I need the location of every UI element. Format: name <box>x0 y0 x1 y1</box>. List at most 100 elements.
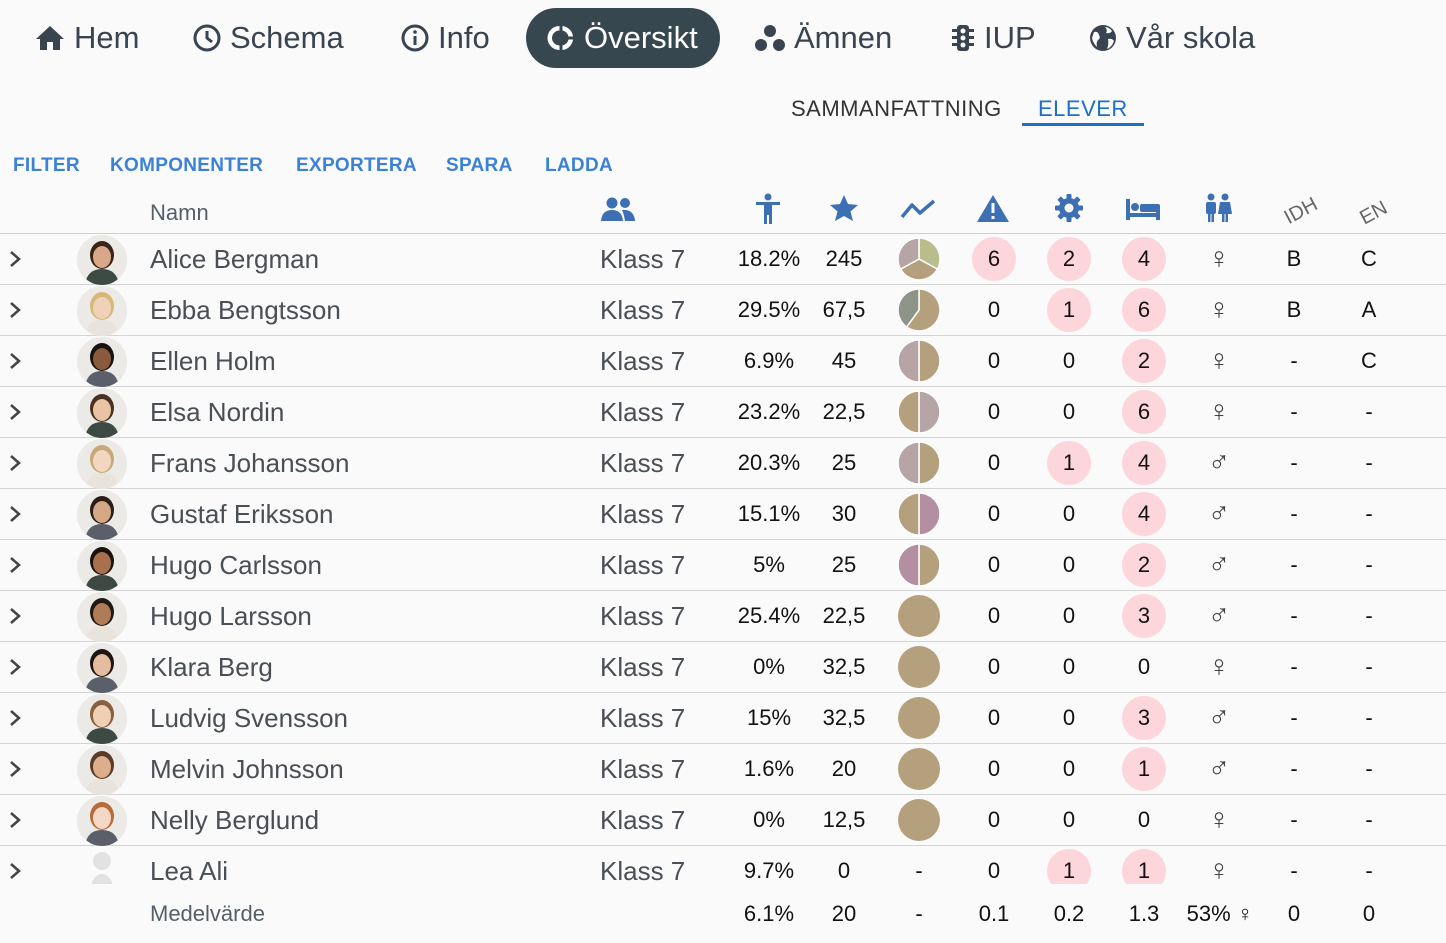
score-value: 25 <box>831 450 857 475</box>
table-row[interactable]: Gustaf Eriksson Klass 7 15.1% 30 0 0 4 ♂… <box>0 489 1446 540</box>
warning-icon[interactable] <box>976 192 1010 224</box>
warnings-cell: 0 <box>954 693 1034 743</box>
footer-bed: 1.3 <box>1128 901 1160 926</box>
avatar <box>77 286 127 336</box>
expand-chevron-icon[interactable] <box>4 795 26 845</box>
bed-badge: 4 <box>1122 441 1166 485</box>
avatar <box>77 847 127 884</box>
pie-slice <box>918 441 941 485</box>
tab-summary[interactable]: SAMMANFATTNING <box>791 96 1002 121</box>
bed-cell: 6 <box>1104 387 1184 437</box>
student-name[interactable]: Hugo Larsson <box>150 600 312 631</box>
table-row[interactable]: Ellen Holm Klass 7 6.9% 45 0 0 2 ♀ - C <box>0 336 1446 387</box>
table-row[interactable]: Hugo Carlsson Klass 7 5% 25 0 0 2 ♂ - - <box>0 540 1446 591</box>
avatar <box>77 337 127 387</box>
bed-cell: 1 <box>1104 744 1184 794</box>
nav-iup[interactable]: IUP <box>950 8 1036 68</box>
student-class: Klass 7 <box>600 600 686 631</box>
student-name[interactable]: Frans Johansson <box>150 447 350 478</box>
student-name[interactable]: Gustaf Eriksson <box>150 498 334 529</box>
nav-schedule[interactable]: Schema <box>192 8 344 68</box>
distribution-pie <box>879 744 959 794</box>
student-name[interactable]: Ellen Holm <box>150 345 276 376</box>
view-subtabs: SAMMANFATTNING ELEVER <box>0 96 1446 130</box>
person-standing-icon[interactable] <box>753 192 783 226</box>
student-name[interactable]: Hugo Carlsson <box>150 549 322 580</box>
absence-value: 15.1% <box>737 501 801 526</box>
star-icon[interactable] <box>828 192 860 224</box>
expand-chevron-icon[interactable] <box>4 234 26 284</box>
nav-our-school[interactable]: Vår skola <box>1088 8 1255 68</box>
cog-cell: 0 <box>1029 795 1109 845</box>
group-icon[interactable] <box>600 194 636 224</box>
column-idh-header[interactable]: IDH <box>1280 193 1322 229</box>
globe-icon <box>1088 23 1118 53</box>
expand-chevron-icon[interactable] <box>4 489 26 539</box>
warnings-cell: 0 <box>954 642 1034 692</box>
student-name[interactable]: Ludvig Svensson <box>150 702 349 733</box>
table-row[interactable]: Klara Berg Klass 7 0% 32,5 0 0 0 ♀ - - <box>0 642 1446 693</box>
cog-cell: 0 <box>1029 744 1109 794</box>
warnings-value: 0 <box>987 603 1001 628</box>
bed-cell: 4 <box>1104 489 1184 539</box>
warnings-value: 0 <box>987 756 1001 781</box>
table-row[interactable]: Elsa Nordin Klass 7 23.2% 22,5 0 0 6 ♀ -… <box>0 387 1446 438</box>
expand-chevron-icon[interactable] <box>4 285 26 335</box>
table-row[interactable]: Frans Johansson Klass 7 20.3% 25 0 1 4 ♂… <box>0 438 1446 489</box>
table-row[interactable]: Ebba Bengtsson Klass 7 29.5% 67,5 0 1 6 … <box>0 285 1446 336</box>
load-button[interactable]: LADDA <box>545 155 613 176</box>
filter-button[interactable]: FILTER <box>13 155 80 176</box>
tab-students[interactable]: ELEVER <box>1022 96 1144 126</box>
cog-value: 0 <box>1062 756 1076 781</box>
student-name[interactable]: Klara Berg <box>150 651 273 682</box>
expand-chevron-icon[interactable] <box>4 540 26 590</box>
table-row[interactable]: Ludvig Svensson Klass 7 15% 32,5 0 0 3 ♂… <box>0 693 1446 744</box>
avatar <box>77 490 127 540</box>
warnings-cell: 0 <box>954 591 1034 641</box>
components-button[interactable]: KOMPONENTER <box>110 155 264 176</box>
expand-chevron-icon[interactable] <box>4 846 26 884</box>
table-row[interactable]: Nelly Berglund Klass 7 0% 12,5 0 0 0 ♀ -… <box>0 795 1446 846</box>
score-value: 67,5 <box>822 297 866 322</box>
table-row[interactable]: Hugo Larsson Klass 7 25.4% 22,5 0 0 3 ♂ … <box>0 591 1446 642</box>
expand-chevron-icon[interactable] <box>4 591 26 641</box>
nav-overview[interactable]: Översikt <box>526 8 720 68</box>
student-name[interactable]: Lea Ali <box>150 855 229 885</box>
table-footer: Medelvärde 6.1% 20 - 0.1 0.2 1.3 53% ♀ 0… <box>0 885 1446 943</box>
avatar <box>77 592 127 642</box>
expand-chevron-icon[interactable] <box>4 438 26 488</box>
table-row[interactable]: Melvin Johnsson Klass 7 1.6% 20 0 0 1 ♂ … <box>0 744 1446 795</box>
column-name-header[interactable]: Namn <box>150 200 209 225</box>
idh-grade: - <box>1290 450 1298 475</box>
warnings-value: 0 <box>987 705 1001 730</box>
student-name[interactable]: Elsa Nordin <box>150 396 285 427</box>
cog-value: 0 <box>1062 399 1076 424</box>
student-name[interactable]: Ebba Bengtsson <box>150 294 341 325</box>
nav-home[interactable]: Hem <box>34 8 139 68</box>
export-button[interactable]: EXPORTERA <box>296 155 417 176</box>
nav-subjects[interactable]: Ämnen <box>754 8 892 68</box>
expand-chevron-icon[interactable] <box>4 387 26 437</box>
save-button[interactable]: SPARA <box>446 155 513 176</box>
footer-score: 20 <box>831 901 857 926</box>
nav-info[interactable]: Info <box>400 8 490 68</box>
warnings-value: 0 <box>987 297 1001 322</box>
male-female-icon[interactable] <box>1202 192 1234 224</box>
student-name[interactable]: Nelly Berglund <box>150 804 320 835</box>
top-navigation: Hem Schema Info Översikt Ämnen IUP Vår <box>0 0 1446 78</box>
student-name[interactable]: Melvin Johnsson <box>150 753 344 784</box>
info-icon <box>400 23 430 53</box>
en-grade: C <box>1361 246 1377 271</box>
column-en-header[interactable]: EN <box>1356 196 1392 230</box>
bed-icon[interactable] <box>1125 194 1161 224</box>
gear-icon[interactable] <box>1053 192 1085 224</box>
absence-value: 25.4% <box>737 603 801 628</box>
expand-chevron-icon[interactable] <box>4 642 26 692</box>
expand-chevron-icon[interactable] <box>4 744 26 794</box>
trend-line-icon[interactable] <box>900 194 936 224</box>
expand-chevron-icon[interactable] <box>4 693 26 743</box>
table-row[interactable]: Alice Bergman Klass 7 18.2% 245 6 2 4 ♀ … <box>0 234 1446 285</box>
table-row[interactable]: Lea Ali Klass 7 9.7% 0 - 0 1 1 ♀ - - <box>0 846 1446 884</box>
student-name[interactable]: Alice Bergman <box>150 243 320 274</box>
expand-chevron-icon[interactable] <box>4 336 26 386</box>
